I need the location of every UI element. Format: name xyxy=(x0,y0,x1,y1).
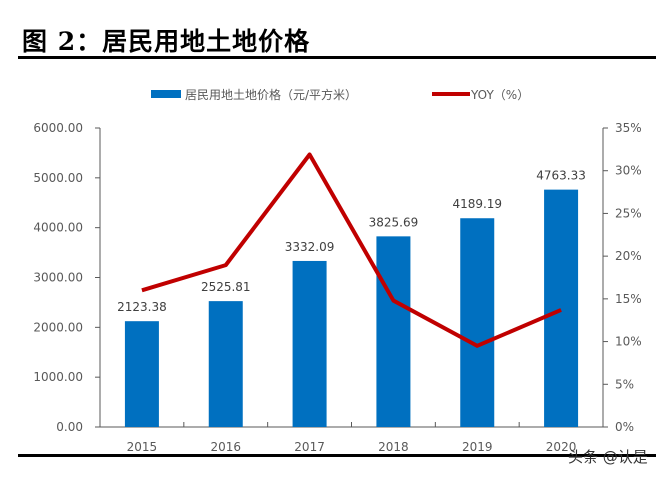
left-tick-label: 3000.00 xyxy=(33,271,83,285)
right-tick-label: 25% xyxy=(615,206,642,220)
left-tick-label: 5000.00 xyxy=(33,171,83,185)
bar xyxy=(124,321,159,427)
right-tick-label: 30% xyxy=(615,164,642,178)
right-tick-label: 10% xyxy=(615,335,642,349)
x-tick-label: 2018 xyxy=(378,440,409,454)
right-tick-label: 15% xyxy=(615,292,642,306)
left-tick-label: 4000.00 xyxy=(33,221,83,235)
chart-title: 图 2：居民用地土地价格 xyxy=(22,27,311,56)
bar-data-label: 2123.38 xyxy=(117,300,167,314)
bottom-rule xyxy=(18,454,656,457)
left-tick-label: 6000.00 xyxy=(33,121,83,135)
x-tick-label: 2020 xyxy=(546,440,577,454)
legend-bar-label: 居民用地土地价格（元/平方米） xyxy=(185,87,357,102)
bar-data-label: 3825.69 xyxy=(369,215,419,229)
bar xyxy=(292,260,327,427)
x-tick-label: 2016 xyxy=(210,440,241,454)
left-tick-label: 2000.00 xyxy=(33,320,83,334)
bar-data-label: 3332.09 xyxy=(285,240,335,254)
yoy-line xyxy=(141,152,562,348)
watermark: 头条 @认是 xyxy=(568,448,648,466)
title-rule xyxy=(18,56,656,59)
right-tick-label: 20% xyxy=(615,249,642,263)
x-tick-label: 2015 xyxy=(127,440,158,454)
legend-bar-swatch xyxy=(151,90,181,98)
bar xyxy=(544,189,579,427)
left-tick-label: 1000.00 xyxy=(33,370,83,384)
right-tick-label: 0% xyxy=(615,420,634,434)
bar xyxy=(376,236,411,427)
bar-data-label: 2525.81 xyxy=(201,280,251,294)
legend-line-label: YOY（%） xyxy=(470,88,529,102)
bar xyxy=(460,218,495,427)
x-tick-label: 2019 xyxy=(462,440,493,454)
x-tick-label: 2017 xyxy=(294,440,325,454)
left-tick-label: 0.00 xyxy=(56,420,83,434)
bar-data-label: 4189.19 xyxy=(452,197,502,211)
bar xyxy=(208,301,243,427)
right-tick-label: 5% xyxy=(615,377,634,391)
right-tick-label: 35% xyxy=(615,121,642,135)
bar-data-label: 4763.33 xyxy=(536,169,586,183)
